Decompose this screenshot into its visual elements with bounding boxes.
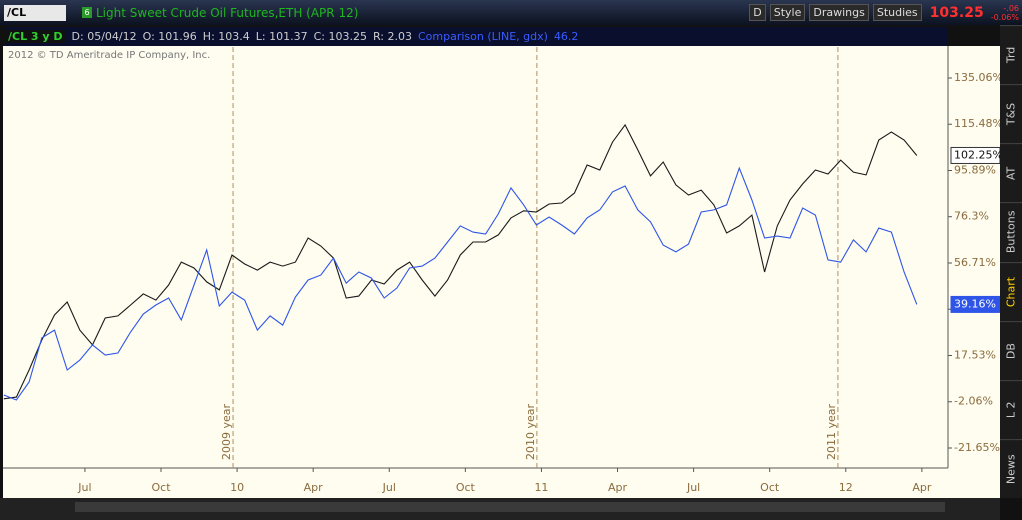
x-tick-label: Apr — [608, 481, 628, 494]
y-tick-label: 76.3% — [954, 210, 989, 223]
series-line — [3, 166, 918, 401]
x-tick-label: Jul — [77, 481, 91, 494]
scroll-thumb[interactable] — [75, 502, 945, 512]
x-tick-label: 12 — [839, 481, 853, 494]
x-tick-label: Oct — [456, 481, 476, 494]
info-bar: /CL 3 y D D: 05/04/12 O: 101.96 H: 103.4… — [5, 27, 948, 46]
x-tick-label: Apr — [304, 481, 324, 494]
side-tab[interactable]: L 2 — [1000, 379, 1022, 439]
side-tab[interactable]: Buttons — [1000, 202, 1022, 262]
button[interactable]: Studies — [872, 4, 922, 21]
chart-background — [3, 46, 1000, 498]
x-tick-label: Jul — [686, 481, 700, 494]
last-value-text: 102.25% — [954, 148, 1003, 161]
last-value-text: 39.16% — [954, 297, 996, 310]
symbol-input[interactable]: /CL — [4, 4, 66, 21]
comparison: Comparison (LINE, gdx) — [417, 30, 548, 43]
side-tab[interactable]: Chart — [1000, 261, 1022, 321]
field: L: 101.37 — [255, 30, 308, 43]
comparison-value: 46.2 — [553, 30, 579, 43]
button[interactable]: Style — [769, 4, 806, 21]
header: /CL 6 Light Sweet Crude Oil Futures,ETH … — [0, 0, 1022, 25]
button[interactable]: Drawings — [809, 4, 869, 21]
side-tab[interactable]: T&S — [1000, 84, 1022, 144]
field: C: 103.25 — [313, 30, 367, 43]
y-tick-label: 56.71% — [954, 256, 996, 269]
price: 103.25 — [929, 4, 984, 21]
y-tick-label: -21.65% — [954, 441, 1000, 454]
badge: 6 — [82, 7, 92, 18]
field: H: 103.4 — [202, 30, 250, 43]
change: -.06 -0.06% — [991, 4, 1019, 22]
year-marker-label: 2011 year — [825, 403, 838, 460]
y-tick-label: 135.06% — [954, 71, 1003, 84]
y-tick-label: 115.48% — [954, 117, 1003, 130]
side-tab[interactable]: News — [1000, 438, 1022, 498]
study-label: /CL 3 y D — [5, 30, 66, 43]
toolbar: D Style Drawings Studies 103.25 -.06 -0.0… — [749, 4, 1022, 22]
x-tick-label: Oct — [760, 481, 780, 494]
x-tick-label: 11 — [534, 481, 548, 494]
button[interactable]: D — [749, 4, 766, 21]
description: Light Sweet Crude Oil Futures,ETH (APR 1… — [96, 5, 359, 20]
series-line — [3, 123, 918, 400]
y-tick-label: 17.53% — [954, 348, 996, 361]
field: D: 05/04/12 — [71, 30, 137, 43]
last-value-label: 102.25% — [950, 146, 1003, 164]
year-marker-label: 2010 year — [524, 403, 537, 460]
field: R: 2.03 — [372, 30, 412, 43]
x-tick-label: Apr — [912, 481, 932, 494]
y-tick-label: -2.06% — [954, 395, 993, 408]
watermark: 2012 © TD Ameritrade IP Company, Inc. — [8, 50, 211, 61]
field: O: 101.96 — [142, 30, 197, 43]
x-tick-label: Oct — [151, 481, 171, 494]
last-value-label: 39.16% — [950, 295, 1001, 313]
side-tab[interactable]: Trd — [1000, 25, 1022, 85]
y-tick-label: 95.89% — [954, 163, 996, 176]
side-tab[interactable]: AT — [1000, 143, 1022, 203]
change-pct: -0.06% — [990, 12, 1019, 22]
change-value: -.06 — [1003, 3, 1019, 13]
side-tabs: Trd T&S AT Buttons Chart DB L 2 News — [1000, 25, 1022, 498]
x-tick-label: 10 — [230, 481, 244, 494]
side-tab[interactable]: DB — [1000, 320, 1022, 380]
year-marker-label: 2009 year — [220, 403, 233, 460]
x-tick-label: Jul — [382, 481, 396, 494]
